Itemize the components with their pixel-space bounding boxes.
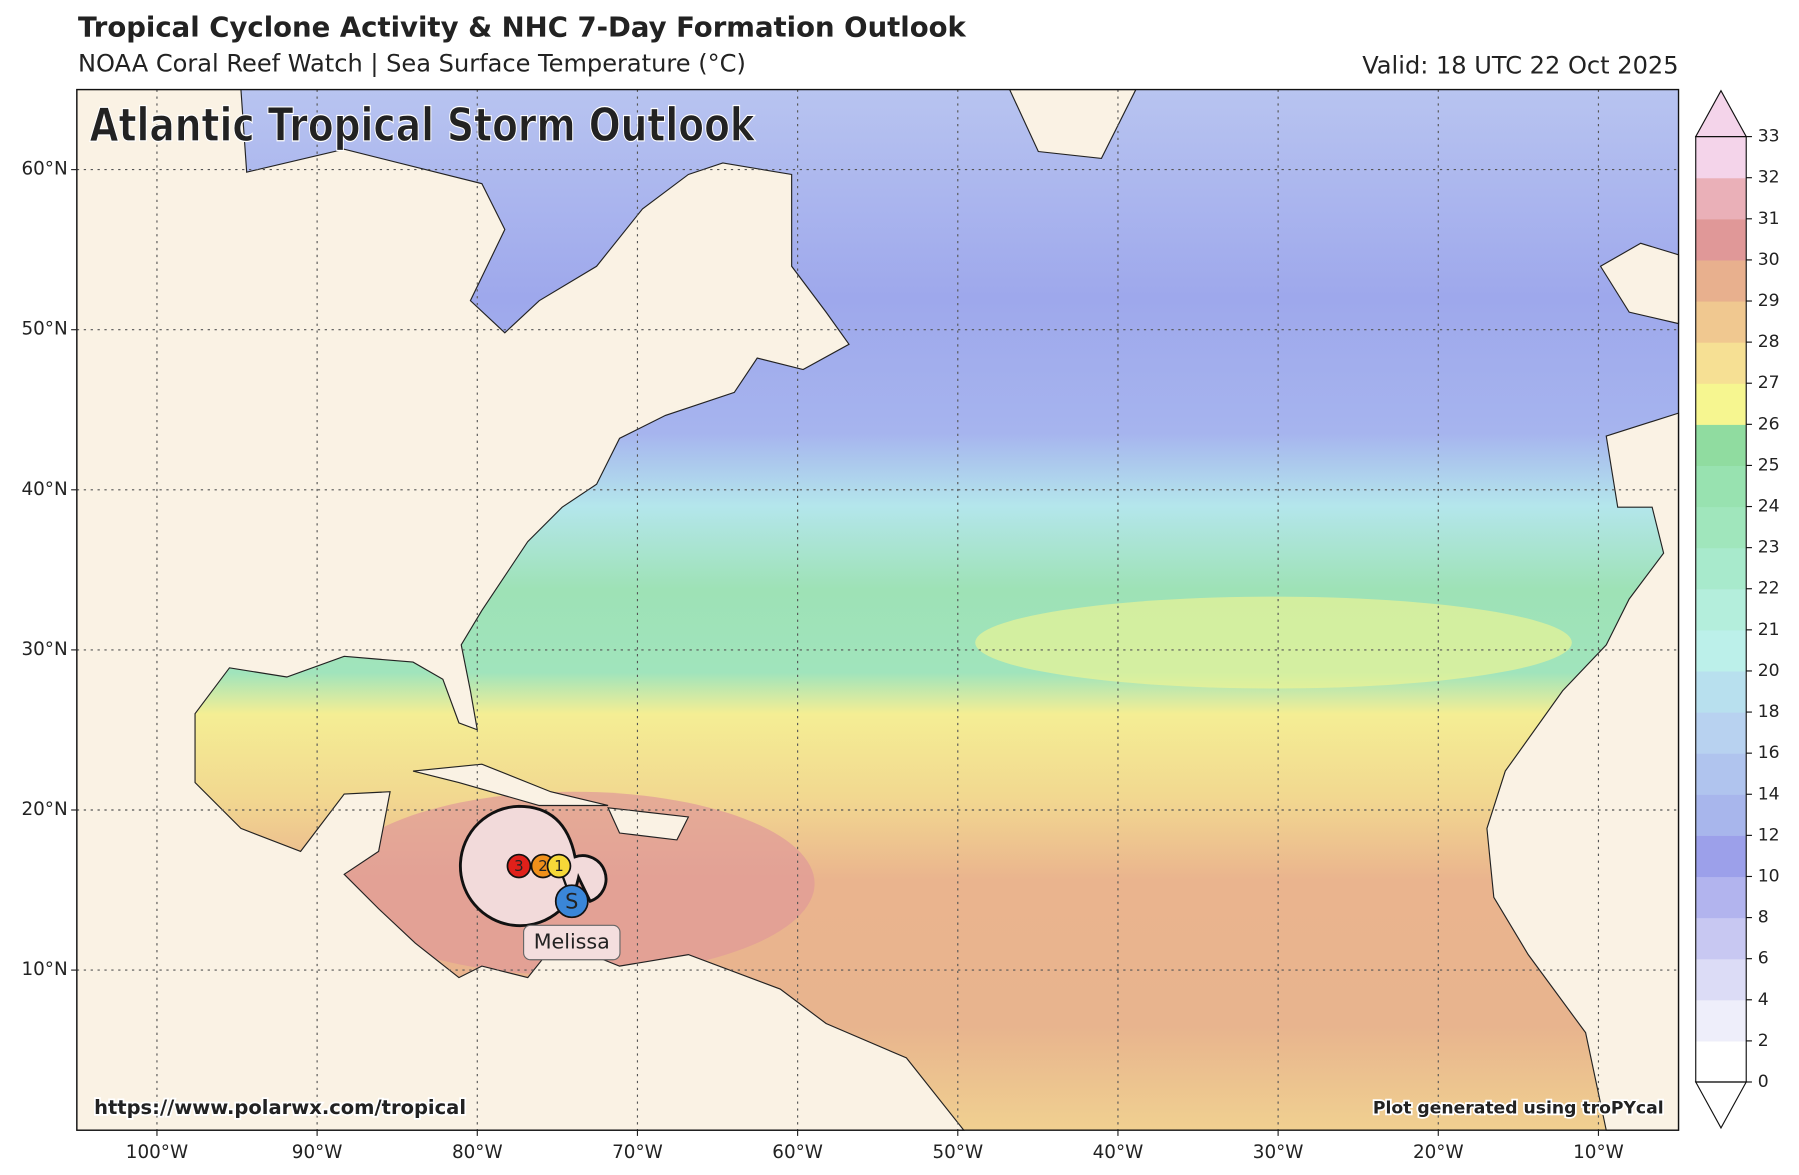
map: Atlantic Tropical Storm Outlook 3 2 1S Meli…	[76, 88, 1680, 1131]
track-point	[554, 884, 589, 919]
colorbar-tick-label: 23	[1758, 538, 1780, 558]
overlay-title: Atlantic Tropical Storm Outlook	[89, 98, 756, 152]
track-point	[546, 853, 572, 879]
colorbar-tick-label: 31	[1758, 209, 1780, 229]
colorbar-tick-label: 24	[1758, 497, 1780, 517]
y-tick-label: 30°N	[21, 639, 67, 660]
colorbar-tick-label: 18	[1758, 702, 1780, 722]
colorbar-segment	[1695, 342, 1747, 384]
colorbar: 0246810121416182021222324252627282930313…	[1694, 89, 1780, 1130]
storm-name: Melissa	[534, 930, 610, 954]
credit: Plot generated using troPYcal	[1373, 1098, 1664, 1118]
cuba	[412, 763, 609, 807]
colorbar-segment	[1695, 794, 1747, 836]
colorbar-segment	[1695, 424, 1747, 467]
colorbar-segment	[1695, 506, 1747, 549]
colorbar-segment	[1695, 301, 1747, 343]
colorbar-segment	[1695, 753, 1747, 795]
colorbar-segment	[1695, 670, 1747, 713]
colorbar-tick-label: 33	[1758, 127, 1780, 147]
colorbar-frame	[1695, 136, 1747, 1083]
colorbar-tick-label: 14	[1758, 784, 1780, 804]
americas	[76, 88, 965, 1131]
y-tick-label: 20°N	[21, 799, 67, 820]
colorbar-segment	[1695, 958, 1747, 1001]
colorbar-segment	[1695, 588, 1747, 631]
colorbar-segment	[1695, 177, 1747, 220]
colorbar-segment	[1695, 136, 1747, 179]
colorbar-tick-label: 16	[1758, 743, 1780, 763]
colorbar-segment	[1695, 218, 1747, 261]
colorbar-tick-label: 2	[1758, 1031, 1769, 1051]
track-label: S	[565, 889, 578, 913]
storm-label-box	[523, 924, 621, 961]
colorbar-extend-top	[1694, 89, 1748, 138]
map-frame	[76, 88, 1680, 1131]
sst-band	[975, 596, 1572, 689]
source-url: https://www.polarwx.com/tropical	[94, 1096, 466, 1119]
colorbar-segment	[1695, 876, 1747, 919]
colorbar-segment	[1695, 383, 1747, 425]
colorbar-tick-label: 29	[1758, 291, 1780, 311]
y-tick-label: 40°N	[21, 479, 67, 500]
x-tick-label: 70°W	[612, 1142, 663, 1163]
x-tick-label: 50°W	[932, 1142, 983, 1163]
colorbar-tick-label: 28	[1758, 332, 1780, 352]
y-tick-label: 10°N	[21, 959, 67, 980]
x-tick-label: 30°W	[1253, 1142, 1304, 1163]
colorbar-tick-label: 30	[1758, 250, 1780, 270]
colorbar-tick-label: 0	[1758, 1072, 1769, 1092]
colorbar-extend-bottom	[1694, 1081, 1748, 1130]
storm: 3 2 1S Melissa	[459, 804, 621, 961]
hispaniola	[607, 807, 690, 841]
track-point	[506, 853, 532, 879]
grid	[76, 89, 1679, 1131]
track-label: 3	[514, 857, 523, 875]
y-tick-label: 60°N	[21, 159, 67, 180]
x-tick-label: 10°W	[1573, 1142, 1624, 1163]
colorbar-segment	[1695, 999, 1747, 1042]
colorbar-tick-label: 21	[1758, 620, 1780, 640]
colorbar-tick-label: 27	[1758, 373, 1780, 393]
y-tick-label: 50°N	[21, 319, 67, 340]
track-label: 2	[538, 857, 547, 875]
colorbar-tick-label: 6	[1758, 949, 1769, 969]
colorbar-tick-label: 22	[1758, 579, 1780, 599]
subtitle: NOAA Coral Reef Watch | Sea Surface Temp…	[78, 49, 746, 77]
x-tick-label: 40°W	[1093, 1142, 1144, 1163]
colorbar-tick-label: 4	[1758, 990, 1769, 1010]
x-tick-label: 90°W	[292, 1142, 343, 1163]
colorbar-tick-label: 8	[1758, 908, 1769, 928]
x-tick-label: 80°W	[452, 1142, 503, 1163]
colorbar-segment	[1695, 465, 1747, 508]
x-tick-label: 20°W	[1413, 1142, 1464, 1163]
colorbar-segment	[1695, 1040, 1747, 1083]
colorbar-tick-label: 12	[1758, 825, 1780, 845]
track-label: 1	[554, 857, 563, 875]
colorbar-segment	[1695, 259, 1747, 302]
colorbar-segment	[1695, 835, 1747, 878]
colorbar-tick-label: 10	[1758, 866, 1780, 886]
colorbar-segment	[1695, 629, 1747, 672]
x-tick-label: 60°W	[772, 1142, 823, 1163]
colorbar-tick-label: 25	[1758, 455, 1780, 475]
colorbar-segment	[1695, 712, 1747, 754]
colorbar-tick-label: 20	[1758, 661, 1780, 681]
colorbar-tick-label: 26	[1758, 414, 1780, 434]
title: Tropical Cyclone Activity & NHC 7-Day Fo…	[78, 12, 967, 44]
x-tick-label: 100°W	[126, 1142, 188, 1163]
colorbar-tick-label: 32	[1758, 168, 1780, 188]
colorbar-segment	[1695, 917, 1747, 960]
colorbar-segment	[1695, 547, 1747, 590]
valid-time: Valid: 18 UTC 22 Oct 2025	[1362, 52, 1678, 80]
